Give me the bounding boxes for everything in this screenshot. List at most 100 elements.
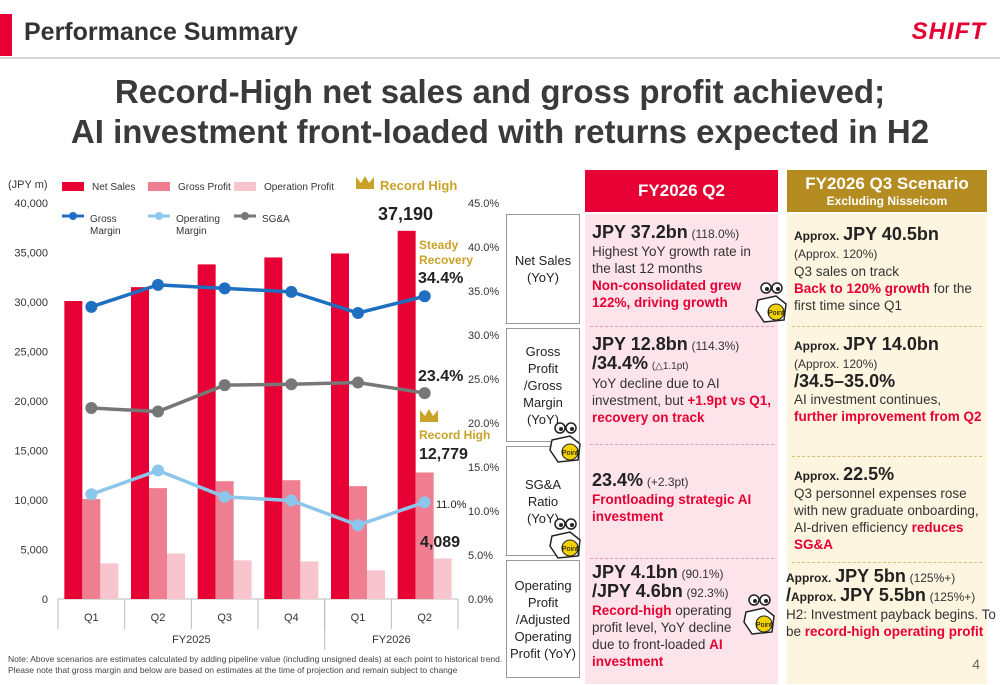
q2-gross-profit-yoy: (114.3%): [691, 339, 740, 353]
q3-gross-profit-approx: Approx.: [794, 339, 840, 353]
headline: Record-High net sales and gross profit a…: [0, 72, 1000, 152]
line-point: [418, 290, 431, 303]
legend-swatch: [148, 182, 170, 191]
q3-adjusted-op-yoy: (125%+): [929, 590, 976, 604]
legend-label: Net Sales: [92, 182, 135, 193]
point-icon: Point: [755, 282, 787, 323]
q3-separator-1: [792, 326, 982, 327]
bar-net-sales: [131, 287, 149, 599]
headline-line-1: Record-High net sales and gross profit a…: [114, 73, 886, 110]
y2-axis-tick-label: 45.0%: [468, 198, 499, 210]
legend-swatch: [234, 182, 256, 191]
page-number: 4: [972, 656, 980, 672]
bar-gross-profit: [349, 486, 367, 599]
q3-net-sales-approx: Approx.: [794, 229, 840, 243]
q3-sga-highlight: reduces SG&A: [794, 520, 964, 552]
q3-operating-profit-approx: Approx.: [786, 571, 832, 585]
x-axis-tick-label: Q3: [217, 612, 232, 624]
q2-separator-1: [590, 326, 774, 327]
q2-adjusted-op-yoy: (92.3%): [686, 586, 729, 600]
q3-net-sales-cell: Approx. JPY 40.5bn (Approx. 120%) Q3 sal…: [794, 224, 984, 314]
y2-axis-tick-label: 10.0%: [468, 506, 499, 518]
bar-operation-profit: [233, 560, 252, 599]
q2-operating-profit-value: JPY 4.1bn: [592, 562, 678, 582]
q3-sga-cell: Approx. 22.5% Q3 personnel expenses rose…: [794, 464, 986, 553]
legend-label: SG&A: [262, 214, 290, 225]
q2-gross-margin-value: /34.4%: [592, 353, 649, 373]
y2-axis-tick-label: 25.0%: [468, 374, 499, 386]
q2-operating-profit-cell: JPY 4.1bn (90.1%) /JPY 4.6bn (92.3%) Rec…: [592, 562, 744, 670]
footnote-line-1: Note: Above scenarios are estimates calc…: [8, 654, 503, 664]
bar-operation-profit: [300, 561, 319, 599]
q3-column-background: [787, 214, 987, 684]
legend-label: Margin: [176, 226, 207, 237]
q3-net-sales-yoy: (Approx. 120%): [794, 247, 878, 261]
q3-separator-3: [792, 562, 982, 563]
q3-separator-2: [792, 456, 982, 457]
header-accent-bar: [0, 14, 12, 56]
y-axis-unit-label: (JPY m): [8, 179, 48, 191]
legend-marker: [69, 212, 77, 220]
legend-swatch: [62, 182, 84, 191]
bar-operation-profit: [433, 558, 452, 599]
bar-operation-profit: [167, 553, 185, 599]
q2-gross-profit-cell: JPY 12.8bn (114.3%) /34.4% (△1.1pt) YoY …: [592, 335, 772, 426]
row-label-sga: SG&A Ratio (YoY): [506, 446, 580, 556]
q3-operating-profit-slash: /: [786, 585, 792, 605]
q2-adjusted-op-value: /JPY 4.6bn: [592, 581, 683, 601]
legend-label: Operation Profit: [264, 182, 334, 193]
legend-label: Gross: [90, 214, 117, 225]
line-point: [285, 494, 298, 507]
line-sg-a: [91, 380, 425, 414]
bar-net-sales: [64, 301, 83, 599]
q3-operating-profit-value: JPY 5bn: [835, 566, 906, 586]
line-point: [352, 376, 364, 389]
point-icon: Point: [743, 594, 775, 635]
x-axis-tick-label: Q2: [417, 612, 432, 624]
legend-label: Margin: [90, 226, 121, 237]
q3-operating-profit-text: H2: Investment payback begins. To be: [786, 607, 996, 639]
record-high-label-mid: Record High: [419, 428, 490, 442]
q3-header-subtitle: Excluding Nisseicom: [826, 194, 948, 208]
y-axis-tick-label: 10,000: [14, 495, 48, 507]
row-label-net-sales: Net Sales (YoY): [506, 214, 580, 324]
line-point: [85, 402, 98, 415]
y-axis-tick-label: 0: [42, 594, 48, 606]
bar-operation-profit: [100, 563, 119, 599]
bar-gross-profit: [82, 499, 101, 599]
q3-gross-profit-yoy: (Approx. 120%): [794, 357, 878, 371]
y2-axis-tick-label: 40.0%: [468, 242, 499, 254]
record-high-label-top: Record High: [380, 178, 457, 193]
q2-net-sales-text: Highest YoY growth rate in the last 12 m…: [592, 244, 751, 276]
line-point: [352, 519, 364, 532]
line-point: [218, 379, 231, 392]
bar-net-sales: [331, 253, 349, 599]
x-axis-tick-label: Q4: [284, 612, 299, 624]
net-sales-label: 37,190: [378, 204, 433, 224]
y-axis-tick-label: 25,000: [14, 347, 48, 359]
q2-gross-margin-change: (△1.1pt): [651, 361, 689, 372]
q3-net-sales-highlight: Back to 120% growth: [794, 281, 930, 296]
bar-gross-profit: [282, 480, 301, 599]
sga-label: 23.4%: [418, 368, 463, 385]
point-icon: Point: [549, 518, 581, 559]
q2-operating-profit-yoy: (90.1%): [681, 567, 724, 581]
line-point: [85, 488, 98, 501]
q2-net-sales-value: JPY 37.2bn: [592, 222, 688, 242]
q3-header: FY2026 Q3 Scenario Excluding Nisseicom: [787, 170, 987, 212]
row-label-operating-profit: Operating Profit /Adjusted Operating Pro…: [506, 560, 580, 678]
y2-axis-tick-label: 5.0%: [468, 550, 493, 562]
y2-axis-tick-label: 20.0%: [468, 418, 499, 430]
bar-net-sales: [264, 257, 283, 599]
point-icon: Point: [549, 422, 581, 463]
q3-gross-margin-value: /34.5–35.0%: [794, 371, 896, 391]
q3-net-sales-value: JPY 40.5bn: [843, 224, 939, 244]
shift-logo: SHIFT: [911, 18, 986, 45]
line-point: [352, 307, 364, 319]
q2-gross-profit-highlight: +1.9pt vs Q1, recovery on track: [592, 393, 771, 425]
bar-net-sales: [197, 264, 216, 599]
q3-sga-value: 22.5%: [843, 464, 895, 484]
header-divider: [0, 57, 1000, 59]
line-gross-margin: [90, 283, 426, 315]
y-axis-tick-label: 15,000: [14, 446, 48, 458]
